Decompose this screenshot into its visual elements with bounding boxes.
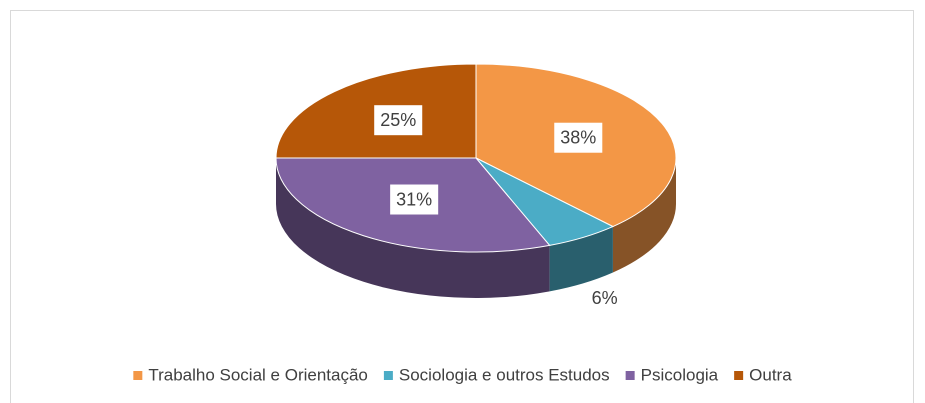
legend-label: Sociologia e outros Estudos <box>399 365 610 384</box>
legend-label: Trabalho Social e Orientação <box>148 365 368 384</box>
legend-marker <box>133 371 143 380</box>
data-label-box <box>554 122 603 153</box>
legend: Trabalho Social e Orientação Sociologia e… <box>133 365 792 384</box>
data-label: 38% <box>560 128 596 148</box>
legend-label: Outra <box>749 365 792 384</box>
legend-marker <box>625 371 635 380</box>
pie-side <box>612 158 676 273</box>
data-label: 31% <box>396 190 432 210</box>
data-label-box <box>390 184 439 215</box>
legend-marker <box>383 371 393 380</box>
pie-side <box>549 226 613 292</box>
data-label-box <box>374 105 423 136</box>
data-label: 6% <box>592 288 618 308</box>
legend-label: Psicologia <box>641 365 719 384</box>
data-label: 25% <box>380 110 416 130</box>
legend-marker <box>734 371 744 380</box>
pie-side <box>276 158 550 298</box>
